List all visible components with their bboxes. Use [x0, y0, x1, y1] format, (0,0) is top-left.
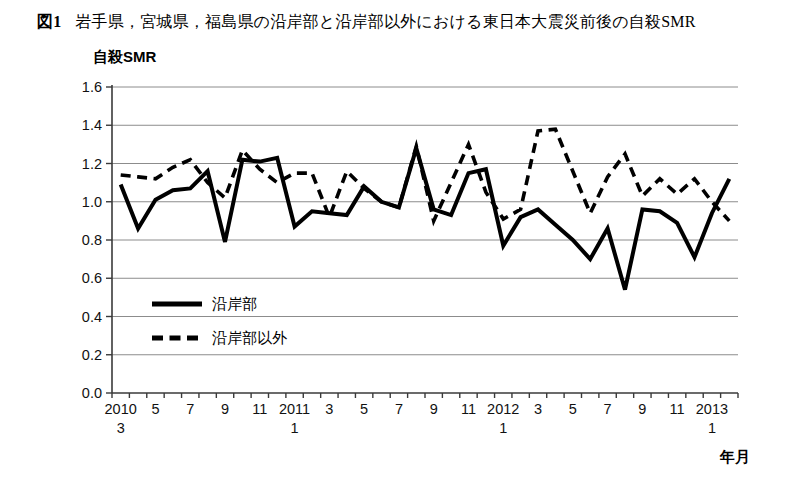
y-tick-label: 0.8 [82, 232, 102, 248]
y-tick-label: 1.2 [82, 156, 102, 172]
dashed-line-swatch-icon [152, 334, 202, 342]
x-tick-label: 2013 [696, 401, 728, 417]
figure-page: 図1岩手県，宮城県，福島県の沿岸部と沿岸部以外における東日本大震災前後の自殺SM… [0, 0, 800, 498]
x-tick-label: 2010 [105, 401, 137, 417]
y-tick-label: 1.0 [82, 194, 102, 210]
y-tick-label: 0.2 [82, 347, 102, 363]
x-axis-title: 年月 [660, 448, 750, 467]
x-tick-label: 9 [638, 401, 646, 417]
legend-label-noncoastal: 沿岸部以外 [212, 329, 287, 348]
legend-item-noncoastal: 沿岸部以外 [152, 326, 287, 350]
x-tick-label: 5 [569, 401, 577, 417]
y-tick-label: 1.6 [82, 79, 102, 95]
x-tick-label: 7 [186, 401, 194, 417]
series-line-coastal [121, 148, 730, 290]
solid-line-swatch-icon [152, 300, 202, 308]
y-tick-label: 0.4 [82, 309, 102, 325]
x-tick-sublabel: 1 [499, 420, 507, 436]
line-chart-canvas: 0.00.20.40.60.81.01.21.41.62010357911201… [0, 0, 800, 498]
x-tick-label: 7 [604, 401, 612, 417]
x-tick-label: 3 [325, 401, 333, 417]
x-tick-sublabel: 1 [708, 420, 716, 436]
x-tick-label: 3 [534, 401, 542, 417]
x-tick-label: 11 [670, 401, 685, 417]
x-tick-label: 2012 [487, 401, 519, 417]
x-tick-sublabel: 3 [117, 420, 125, 436]
x-tick-label: 2011 [279, 401, 310, 417]
y-tick-label: 0.0 [82, 385, 102, 401]
x-tick-label: 9 [221, 401, 229, 417]
x-tick-sublabel: 1 [291, 420, 299, 436]
x-tick-label: 9 [430, 401, 438, 417]
x-tick-label: 11 [461, 401, 476, 417]
x-tick-label: 5 [360, 401, 368, 417]
legend-label-coastal: 沿岸部 [212, 295, 257, 314]
y-tick-label: 0.6 [82, 270, 102, 286]
x-tick-label: 11 [252, 401, 267, 417]
y-tick-label: 1.4 [82, 117, 102, 133]
x-tick-label: 7 [395, 401, 403, 417]
x-tick-label: 5 [151, 401, 159, 417]
chart-legend: 沿岸部 沿岸部以外 [152, 292, 287, 360]
legend-item-coastal: 沿岸部 [152, 292, 287, 316]
